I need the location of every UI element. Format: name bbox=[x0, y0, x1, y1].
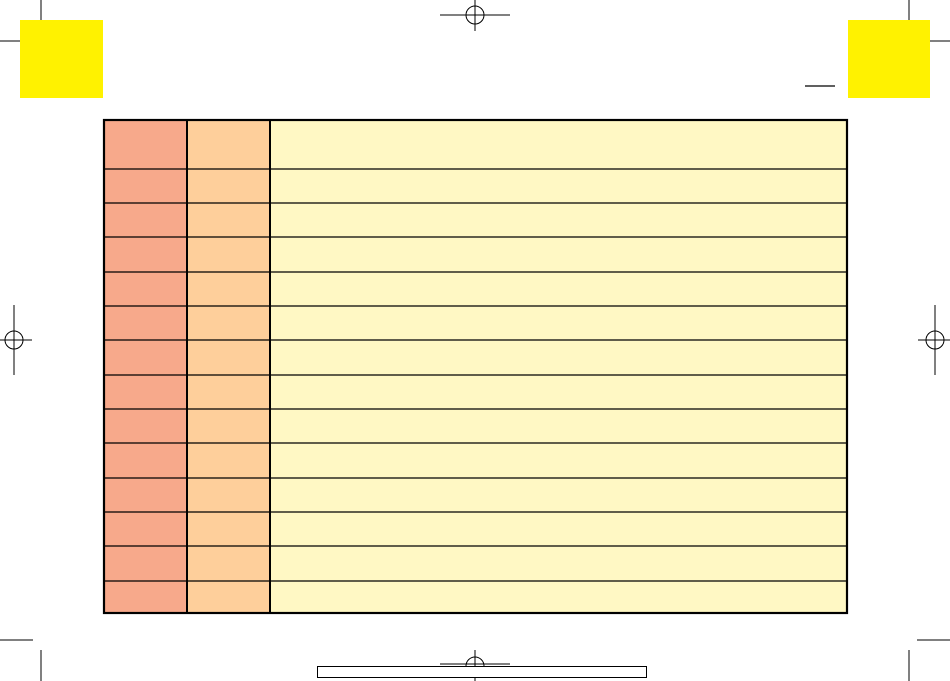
registration-mark bbox=[440, 0, 510, 31]
registration-mark bbox=[918, 305, 950, 375]
slug-box bbox=[317, 666, 647, 678]
column-fill bbox=[187, 120, 270, 613]
table-border bbox=[102, 118, 849, 615]
color-swatch bbox=[20, 20, 103, 98]
table bbox=[102, 118, 849, 615]
column-fill bbox=[270, 120, 847, 613]
column-fill bbox=[104, 120, 187, 613]
registration-mark bbox=[0, 305, 32, 375]
color-swatch bbox=[848, 20, 930, 98]
